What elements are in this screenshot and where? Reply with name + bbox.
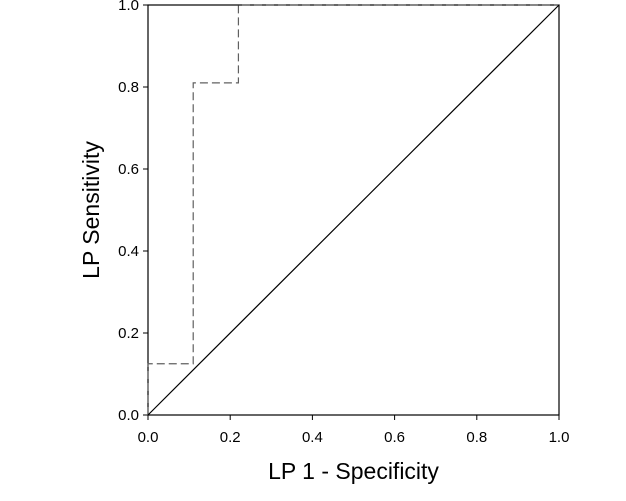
reference-diagonal-line: [147, 4, 560, 416]
y-tick-label: 0.2: [118, 325, 139, 342]
x-tick-label: 0.8: [466, 429, 487, 446]
x-tick-label: 0.2: [220, 429, 241, 446]
y-axis: 0.0 0.2 0.4 0.6 0.8 1.0: [118, 0, 148, 424]
y-tick-label: 0.6: [118, 161, 139, 178]
y-tick-label: 0.8: [118, 79, 139, 96]
y-tick-label: 0.4: [118, 243, 139, 260]
x-tick-label: 0.4: [302, 429, 323, 446]
x-axis-title: LP 1 - Specificity: [268, 458, 439, 484]
x-axis: 0.0 0.2 0.4 0.6 0.8 1.0: [138, 415, 570, 446]
x-tick-label: 1.0: [549, 429, 570, 446]
y-axis-title: LP Sensitivity: [78, 141, 104, 279]
x-tick-label: 0.6: [384, 429, 405, 446]
series-layer: [147, 4, 560, 416]
y-tick-label: 0.0: [118, 407, 139, 424]
y-tick-label: 1.0: [118, 0, 139, 14]
x-tick-label: 0.0: [138, 429, 159, 446]
roc-curve-line: [147, 4, 559, 415]
